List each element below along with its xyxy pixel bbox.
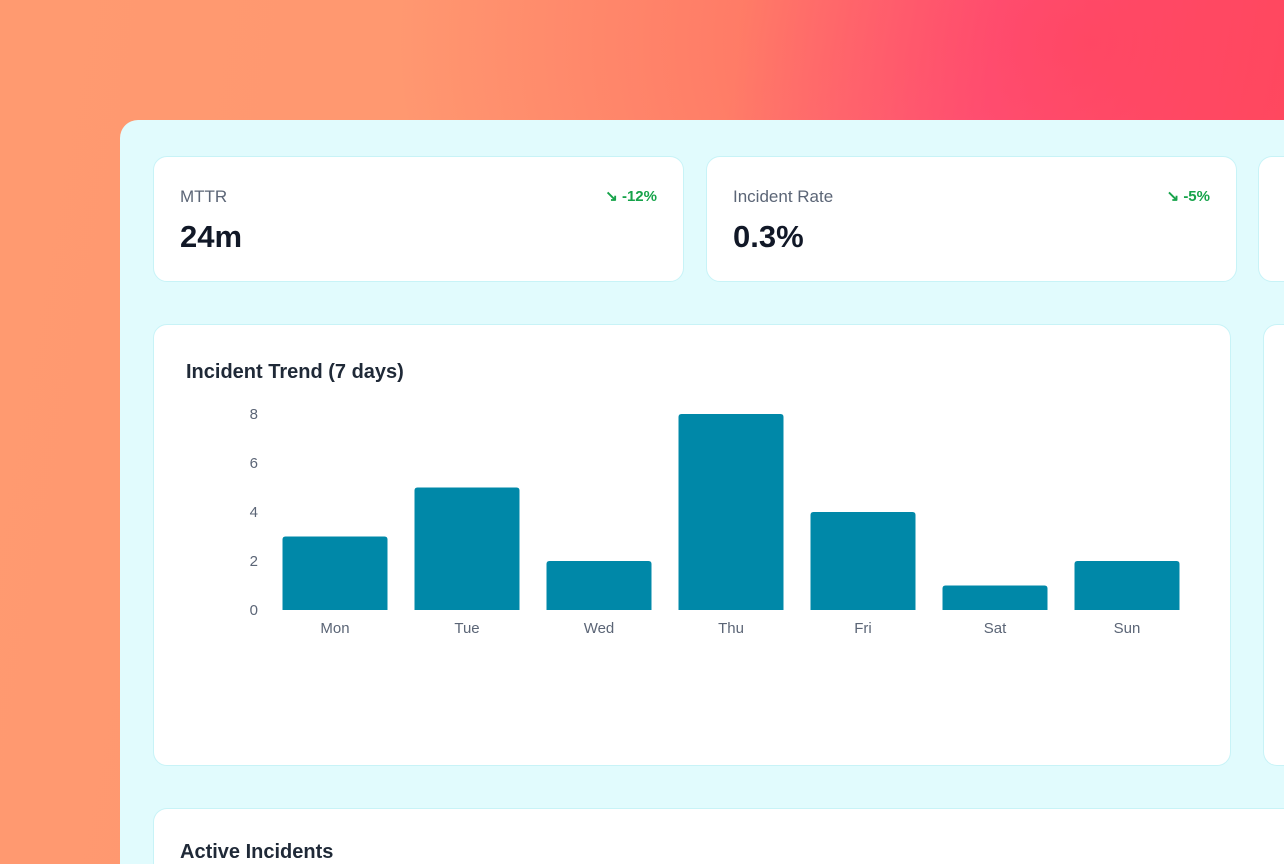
- y-tick-label: 2: [250, 553, 258, 570]
- kpi-delta: ↘ -12%: [605, 188, 657, 205]
- bar-fri[interactable]: [810, 512, 916, 610]
- x-tick-label: Sat: [984, 620, 1007, 637]
- bar-wed[interactable]: [546, 561, 652, 610]
- bar-sun[interactable]: [1074, 561, 1180, 610]
- y-tick-label: 8: [250, 406, 258, 423]
- x-tick-label: Tue: [454, 620, 479, 637]
- trending-down-icon: ↘: [605, 188, 622, 205]
- y-tick-label: 4: [250, 504, 258, 521]
- side-card-partial: [1263, 324, 1284, 766]
- bar-sat[interactable]: [942, 585, 1048, 611]
- kpi-card-incident-rate: Incident Rate 0.3% ↘ -5%: [706, 156, 1237, 282]
- trending-down-icon: ↘: [1166, 188, 1184, 205]
- active-incidents-card: Active Incidents: [153, 808, 1284, 864]
- y-tick-label: 6: [250, 455, 258, 472]
- kpi-card-partial: [1258, 156, 1284, 282]
- x-tick-label: Mon: [320, 620, 349, 637]
- bar-tue[interactable]: [414, 487, 520, 611]
- bar-thu[interactable]: [678, 414, 784, 610]
- kpi-label: MTTR: [180, 187, 228, 206]
- kpi-label: Incident Rate: [733, 187, 834, 206]
- x-tick-label: Wed: [584, 620, 615, 637]
- section-title: Active Incidents: [180, 841, 334, 863]
- x-tick-label: Thu: [718, 620, 744, 637]
- y-tick-label: 0: [250, 602, 258, 619]
- x-tick-label: Fri: [854, 620, 872, 637]
- x-tick-label: Sun: [1114, 620, 1141, 637]
- kpi-value: 0.3%: [733, 219, 804, 254]
- kpi-delta: ↘ -5%: [1166, 188, 1210, 205]
- kpi-value: 24m: [180, 219, 243, 254]
- bar-mon[interactable]: [282, 536, 388, 611]
- chart-title: Incident Trend (7 days): [186, 361, 404, 383]
- kpi-card-mttr: MTTR 24m ↘ -12%: [153, 156, 684, 282]
